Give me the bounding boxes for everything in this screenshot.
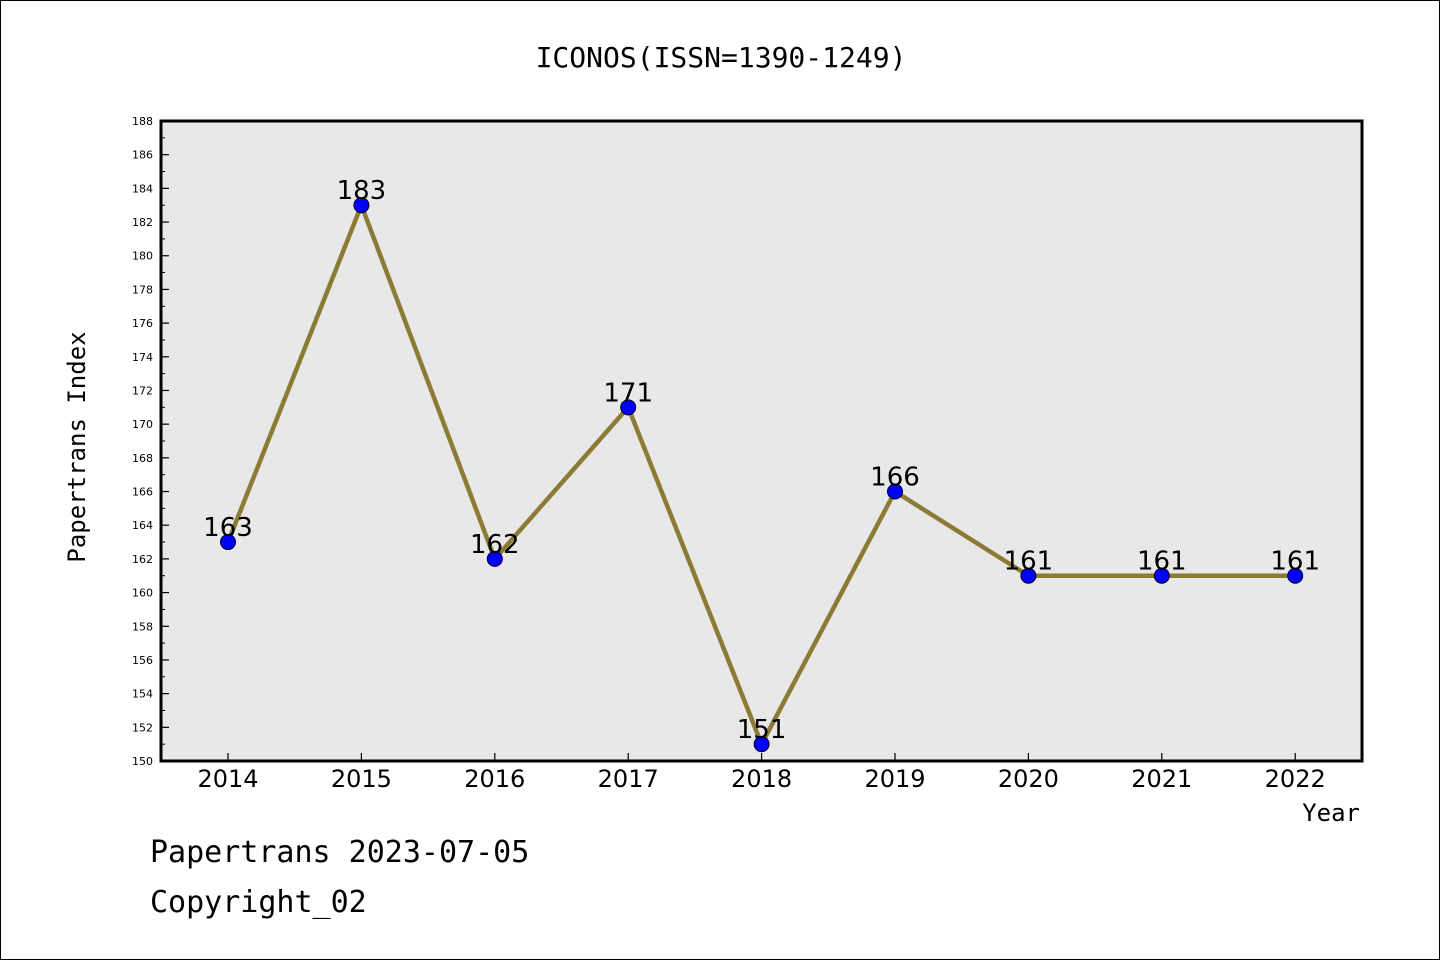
y-tick-label: 180 — [132, 250, 153, 263]
y-tick-label: 158 — [132, 620, 153, 633]
data-point — [1020, 567, 1037, 584]
y-tick-label: 154 — [132, 688, 153, 701]
data-point — [486, 550, 503, 567]
x-axis-label: Year — [1302, 799, 1360, 827]
y-tick-label: 150 — [132, 755, 153, 768]
data-label: 161 — [1137, 547, 1187, 577]
footer-copyright: Copyright_02 — [150, 885, 367, 920]
data-points — [220, 197, 1304, 753]
data-labels: 163 183 162 171 151 166 161 161 161 — [203, 176, 1320, 745]
y-tick-label: 170 — [132, 418, 153, 431]
data-label: 161 — [1270, 547, 1320, 577]
y-tick-label: 186 — [132, 149, 153, 162]
x-tick-label: 2021 — [1131, 765, 1192, 793]
data-point — [1153, 567, 1170, 584]
y-tick-label: 156 — [132, 654, 153, 667]
y-tick-label: 184 — [132, 182, 153, 195]
y-tick-label: 152 — [132, 721, 153, 734]
footer-date-line: Papertrans 2023-07-05 — [150, 835, 530, 870]
data-point — [887, 483, 903, 500]
x-tick-label: 2017 — [598, 765, 659, 793]
x-tick-label: 2018 — [731, 765, 792, 793]
y-axis-label: Papertrans Index — [63, 331, 91, 562]
y-tick-label: 174 — [132, 351, 153, 364]
data-point — [220, 534, 236, 551]
y-tick-label: 182 — [132, 216, 153, 229]
data-label: 166 — [870, 463, 920, 493]
chart-title: ICONOS(ISSN=1390-1249) — [536, 41, 907, 74]
x-tick-label: 2020 — [998, 765, 1059, 793]
data-label: 183 — [337, 176, 387, 206]
y-axis-ticks: 150 152 154 156 158 160 162 164 166 168 170 172 174 1… — [132, 115, 169, 768]
y-tick-label: 162 — [132, 553, 153, 566]
data-point — [753, 736, 770, 753]
x-axis-ticks: 2014 2015 2016 2017 2018 2019 2020 2021 2022 — [197, 753, 1326, 793]
y-tick-label: 160 — [132, 587, 153, 600]
data-label: 171 — [603, 378, 653, 408]
x-tick-label: 2019 — [864, 765, 925, 793]
data-point — [353, 197, 370, 214]
data-label: 151 — [737, 715, 787, 745]
y-tick-label: 172 — [132, 384, 153, 397]
y-tick-label: 188 — [132, 115, 153, 128]
y-tick-label: 164 — [132, 519, 153, 532]
data-point — [620, 399, 637, 416]
y-tick-label: 166 — [132, 486, 153, 499]
x-tick-label: 2022 — [1265, 765, 1326, 793]
y-tick-label: 168 — [132, 452, 153, 465]
x-tick-label: 2015 — [331, 765, 392, 793]
data-label: 161 — [1004, 547, 1054, 577]
data-label: 162 — [470, 530, 520, 560]
y-tick-label: 178 — [132, 283, 153, 296]
x-tick-label: 2016 — [464, 765, 525, 793]
data-label: 163 — [203, 513, 253, 543]
plot-area — [159, 119, 1364, 763]
x-tick-label: 2014 — [197, 765, 258, 793]
data-point — [1287, 567, 1304, 584]
y-tick-label: 176 — [132, 317, 153, 330]
